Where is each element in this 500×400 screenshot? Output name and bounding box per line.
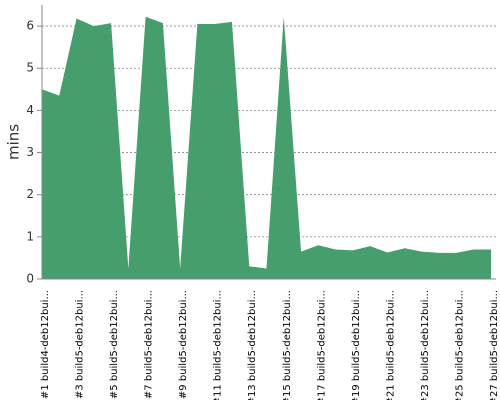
area xyxy=(42,16,491,280)
y-tick-label: 1 xyxy=(26,229,34,243)
x-tick-label: #27 build5-deb12bui... xyxy=(489,290,500,400)
y-axis-label: mins xyxy=(5,124,23,160)
x-tick-label: #13 build5-deb12bui... xyxy=(247,290,258,400)
y-tick-label: 3 xyxy=(26,145,34,159)
y-tick-label: 6 xyxy=(26,19,34,33)
y-tick-label: 0 xyxy=(26,272,34,286)
x-tick-label: #15 build5-deb12bui... xyxy=(282,290,293,400)
x-tick-label: #19 build5-deb12bui... xyxy=(351,290,362,400)
y-tick-label: 4 xyxy=(26,103,34,117)
x-tick-label: #17 build5-deb12bui... xyxy=(316,290,327,400)
x-tick-label: #23 build5-deb12bui... xyxy=(420,290,431,400)
y-tick-label: 2 xyxy=(26,187,34,201)
y-tick-label: 5 xyxy=(26,61,34,75)
x-tick-label: #3 build5-deb12bui... xyxy=(75,290,86,399)
x-tick-label: #5 build5-deb12bui... xyxy=(109,290,120,399)
x-tick-label: #9 build5-deb12bui... xyxy=(178,290,189,399)
x-tick-label: #7 build5-deb12bui... xyxy=(144,290,155,399)
x-tick-label: #21 build5-deb12bui... xyxy=(385,290,396,400)
x-tick-label: #25 build5-deb12bui... xyxy=(454,290,465,400)
x-tick-label: #1 build4-deb12bui... xyxy=(40,290,51,399)
x-tick-label: #11 build5-deb12bui... xyxy=(213,290,224,400)
